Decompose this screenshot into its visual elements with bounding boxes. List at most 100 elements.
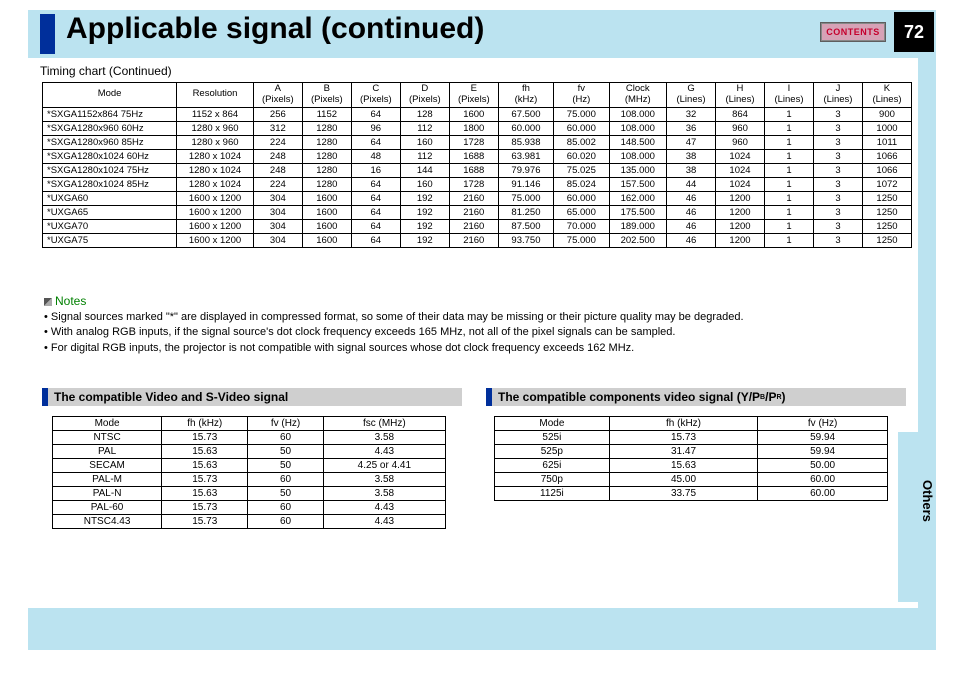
table-cell: 1200	[716, 233, 765, 247]
table-cell: 3	[813, 163, 862, 177]
table-header: Resolution	[177, 83, 254, 108]
table-cell: 1600 x 1200	[177, 205, 254, 219]
table-cell: *UXGA75	[43, 233, 177, 247]
table-cell: 48	[351, 149, 400, 163]
table-cell: 112	[400, 121, 449, 135]
side-tab-label: Others	[920, 480, 935, 522]
table-cell: 47	[667, 135, 716, 149]
section-video-sVideo-header: The compatible Video and S-Video signal	[42, 388, 462, 406]
table-cell: 79.976	[498, 163, 553, 177]
timing-table-wrap: ModeResolutionA(Pixels)B(Pixels)C(Pixels…	[42, 82, 912, 248]
table-cell: 1250	[862, 191, 911, 205]
table-cell: 15.73	[162, 473, 248, 487]
table-cell: 525p	[495, 445, 610, 459]
table-cell: 1	[764, 149, 813, 163]
table-cell: 60.020	[554, 149, 609, 163]
table-row: NTSC4.4315.73604.43	[53, 515, 446, 529]
table-header: fv (Hz)	[758, 417, 888, 431]
table-cell: 1	[764, 205, 813, 219]
table-cell: 60	[248, 473, 323, 487]
table-cell: 248	[253, 163, 302, 177]
table-cell: 1280 x 960	[177, 121, 254, 135]
table-cell: 304	[253, 233, 302, 247]
table-cell: 162.000	[609, 191, 667, 205]
table-cell: 1280 x 1024	[177, 177, 254, 191]
table-cell: 1280	[302, 177, 351, 191]
table-cell: 15.73	[162, 501, 248, 515]
table-cell: 64	[351, 135, 400, 149]
notes-label: Notes	[55, 294, 86, 308]
table-header: K(Lines)	[862, 83, 911, 108]
table-cell: 189.000	[609, 219, 667, 233]
table-row: 750p45.0060.00	[495, 473, 888, 487]
table-cell: 1024	[716, 149, 765, 163]
table-cell: 46	[667, 233, 716, 247]
table-header: D(Pixels)	[400, 83, 449, 108]
table-cell: *SXGA1152x864 75Hz	[43, 107, 177, 121]
table-cell: 75.000	[554, 107, 609, 121]
table-cell: 1152 x 864	[177, 107, 254, 121]
table-cell: *SXGA1280x960 60Hz	[43, 121, 177, 135]
table-cell: 1600	[302, 219, 351, 233]
table-cell: 1152	[302, 107, 351, 121]
table-header: G(Lines)	[667, 83, 716, 108]
section-label: The compatible components video signal (…	[492, 388, 906, 406]
table-cell: 1	[764, 135, 813, 149]
table-cell: 108.000	[609, 149, 667, 163]
table-cell: 1600 x 1200	[177, 219, 254, 233]
table-cell: 50	[248, 487, 323, 501]
note-item: With analog RGB inputs, if the signal so…	[44, 325, 914, 340]
table-cell: 192	[400, 219, 449, 233]
table-cell: 31.47	[609, 445, 757, 459]
table-cell: 64	[351, 107, 400, 121]
notes-list: Signal sources marked "*" are displayed …	[44, 310, 914, 356]
table-cell: 1024	[716, 177, 765, 191]
table-cell: 64	[351, 191, 400, 205]
table-cell: 60.000	[554, 121, 609, 135]
table-cell: 70.000	[554, 219, 609, 233]
table-cell: 46	[667, 191, 716, 205]
contents-button[interactable]: CONTENTS	[820, 22, 886, 42]
table-cell: 1800	[449, 121, 498, 135]
table-cell: 108.000	[609, 121, 667, 135]
table-cell: 1	[764, 121, 813, 135]
table-cell: 33.75	[609, 487, 757, 501]
table-cell: *SXGA1280x1024 85Hz	[43, 177, 177, 191]
table-cell: 1280	[302, 121, 351, 135]
table-cell: 50	[248, 445, 323, 459]
table-cell: 960	[716, 135, 765, 149]
title-accent-bar	[40, 14, 55, 54]
table-cell: 312	[253, 121, 302, 135]
table-header: B(Pixels)	[302, 83, 351, 108]
table-cell: 1	[764, 233, 813, 247]
table-row: 1125i33.7560.00	[495, 487, 888, 501]
table-row: 525i15.7359.94	[495, 431, 888, 445]
table-cell: 3	[813, 107, 862, 121]
table-header: fv(Hz)	[554, 83, 609, 108]
table-cell: 4.43	[323, 515, 445, 529]
table-row: SECAM15.63504.25 or 4.41	[53, 459, 446, 473]
table-cell: 1	[764, 219, 813, 233]
table-cell: 60	[248, 431, 323, 445]
table-cell: 45.00	[609, 473, 757, 487]
table-cell: PAL-N	[53, 487, 162, 501]
table-cell: 1250	[862, 205, 911, 219]
table-cell: PAL	[53, 445, 162, 459]
table-cell: 224	[253, 177, 302, 191]
table-cell: 15.73	[609, 431, 757, 445]
table-cell: 16	[351, 163, 400, 177]
table-cell: 15.63	[162, 487, 248, 501]
table-cell: 525i	[495, 431, 610, 445]
table-cell: 3	[813, 191, 862, 205]
table-header: Mode	[43, 83, 177, 108]
timing-table: ModeResolutionA(Pixels)B(Pixels)C(Pixels…	[42, 82, 912, 248]
table-row: *SXGA1280x1024 60Hz1280 x 10242481280481…	[43, 149, 912, 163]
page-number: 72	[894, 12, 934, 52]
table-cell: 1600 x 1200	[177, 191, 254, 205]
table-cell: 157.500	[609, 177, 667, 191]
table-cell: 60.000	[498, 121, 553, 135]
table-header: C(Pixels)	[351, 83, 400, 108]
table-cell: 46	[667, 219, 716, 233]
table-cell: 160	[400, 135, 449, 149]
table-cell: 224	[253, 135, 302, 149]
